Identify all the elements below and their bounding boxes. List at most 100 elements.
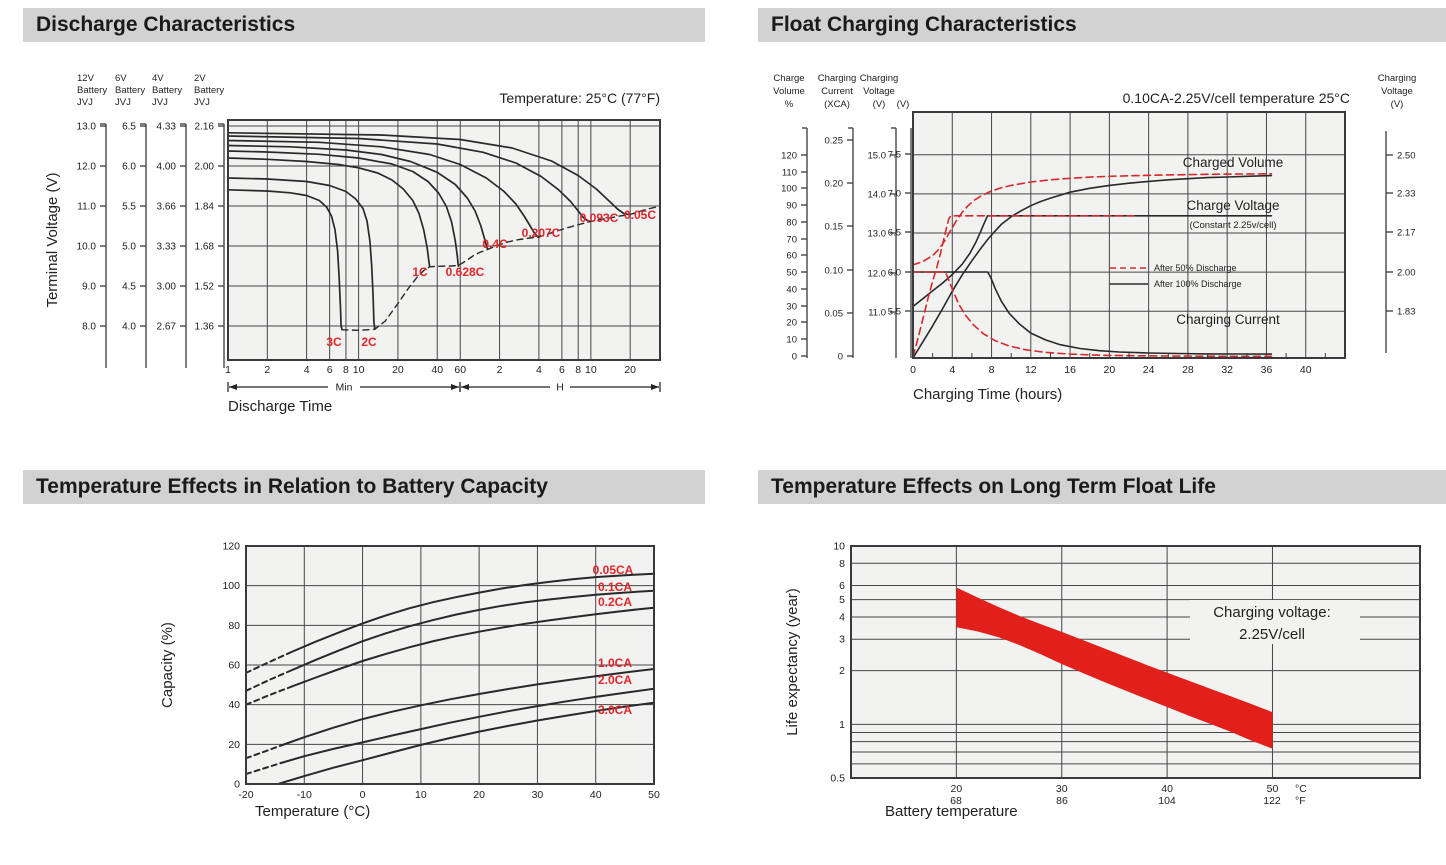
svg-text:9.0: 9.0 (82, 282, 96, 293)
legend-50: After 50% Discharge (1154, 263, 1237, 273)
svg-text:60: 60 (228, 660, 240, 672)
svg-text:80: 80 (228, 620, 240, 632)
svg-text:10: 10 (353, 364, 365, 376)
x-axis-title: Discharge Time (228, 398, 332, 415)
svg-text:Voltage: Voltage (863, 86, 895, 97)
svg-text:20: 20 (392, 364, 404, 376)
label-charged-volume: Charged Volume (1183, 155, 1284, 170)
annotation-line1: Charging voltage: (1213, 604, 1331, 621)
svg-text:40: 40 (590, 789, 602, 801)
svg-text:20: 20 (951, 783, 963, 795)
svg-text:8: 8 (989, 364, 995, 376)
svg-text:%: % (785, 99, 794, 110)
svg-text:12V: 12V (77, 73, 95, 84)
x-axis-title: Battery temperature (885, 803, 1018, 820)
svg-text:40: 40 (1300, 364, 1312, 376)
series-2.0CA (280, 687, 655, 764)
svg-text:1.52: 1.52 (195, 282, 215, 293)
svg-text:40: 40 (228, 699, 240, 711)
svg-text:JVJ: JVJ (77, 97, 93, 108)
svg-text:Min: Min (336, 382, 353, 394)
svg-text:0: 0 (234, 779, 240, 791)
series-2.0CA-dashed (245, 762, 282, 776)
svg-text:30: 30 (1056, 783, 1068, 795)
span-arrow-H: H (459, 382, 661, 394)
unit-fahrenheit: °F (1295, 795, 1306, 807)
axis-col-charging-current: 0 0.05 0.10 0.15 0.20 0.25 Charging Current (XCA… (818, 73, 857, 363)
svg-text:(V): (V) (873, 99, 886, 110)
chart-text: 104 (1158, 795, 1176, 807)
unit-celsius: °C (1295, 783, 1307, 795)
plot-border (227, 119, 661, 361)
svg-text:4: 4 (536, 364, 542, 376)
svg-text:4.33: 4.33 (157, 122, 177, 133)
series-3.0CA (277, 701, 655, 785)
svg-text:6: 6 (839, 580, 845, 592)
svg-text:14.0: 14.0 (868, 190, 887, 201)
svg-text:0: 0 (360, 789, 366, 801)
series-end-of-discharge (341, 205, 660, 331)
svg-text:8: 8 (343, 364, 349, 376)
svg-text:2.16: 2.16 (195, 122, 215, 133)
svg-text:60: 60 (786, 251, 797, 262)
y-axis-title: Terminal Voltage (V) (44, 172, 61, 307)
svg-text:12.0: 12.0 (77, 162, 97, 173)
svg-text:6.5: 6.5 (888, 228, 901, 239)
chart-temp-capacity: -20 -10 0 10 20 30 40 50 0 20 40 60 80 100 120 Capacity… (159, 541, 660, 821)
condition-note: Temperature: 25°C (77°F) (499, 90, 660, 106)
series-0.05CA (291, 572, 655, 653)
svg-text:36: 36 (1261, 364, 1273, 376)
svg-text:2.00: 2.00 (1397, 268, 1416, 279)
section-title-temp-capacity: Temperature Effects in Relation to Batte… (23, 470, 705, 504)
svg-text:2.33: 2.33 (1397, 189, 1416, 200)
svg-text:1.68: 1.68 (195, 242, 215, 253)
svg-text:JVJ: JVJ (152, 97, 168, 108)
axis-col-charge-volume: 0 10 20 30 40 50 60 70 80 90 100 110 120 Charge Volume… (773, 73, 808, 363)
chart-text: 0.2CA (598, 595, 632, 609)
svg-text:(V): (V) (1391, 99, 1404, 110)
svg-text:2: 2 (497, 364, 503, 376)
svg-text:100: 100 (781, 184, 797, 195)
svg-text:(XCA): (XCA) (824, 99, 850, 110)
svg-text:1: 1 (225, 364, 231, 376)
svg-text:10: 10 (585, 364, 597, 376)
svg-text:Charging: Charging (1378, 73, 1417, 84)
series-0.1CA (291, 589, 655, 671)
svg-text:4.0: 4.0 (122, 322, 136, 333)
svg-text:2.50: 2.50 (1397, 151, 1416, 162)
svg-text:11.0: 11.0 (868, 308, 886, 319)
axis-col-charging-voltage: 11.0 12.0 13.0 14.0 15.0 Charging Voltage (V) (860, 73, 898, 358)
chart-text: 122 (1263, 795, 1281, 807)
svg-text:0.15: 0.15 (825, 222, 844, 233)
svg-text:3.33: 3.33 (157, 242, 177, 253)
svg-text:4.5: 4.5 (122, 282, 136, 293)
svg-text:Voltage: Voltage (1381, 86, 1413, 97)
svg-text:10: 10 (786, 335, 797, 346)
plot-border (245, 545, 655, 785)
svg-text:20: 20 (624, 364, 636, 376)
chart-text: 0.4C (482, 237, 508, 251)
chart-text: 1C (412, 265, 428, 279)
y-axis-title: Life expectancy (year) (784, 588, 801, 736)
section-title-discharge: Discharge Characteristics (23, 8, 705, 42)
svg-text:Volume: Volume (773, 86, 805, 97)
svg-text:0.05: 0.05 (825, 309, 844, 320)
series-2C (227, 177, 376, 330)
svg-text:5.5: 5.5 (888, 307, 901, 318)
svg-text:Battery: Battery (152, 85, 182, 96)
svg-text:4V: 4V (152, 73, 164, 84)
svg-text:30: 30 (532, 789, 544, 801)
svg-text:1: 1 (839, 719, 845, 731)
svg-text:H: H (556, 382, 564, 394)
svg-text:8: 8 (575, 364, 581, 376)
svg-text:Charging: Charging (818, 73, 857, 84)
svg-text:0: 0 (792, 352, 797, 363)
series-charge-voltage-50 (912, 215, 1135, 358)
svg-text:6: 6 (327, 364, 333, 376)
chart-discharge: 1 2 4 6 8 10 20 40 60 2 4 6 8 10 2013.012.011.010.09.0… (44, 73, 661, 415)
series-charging-current-100 (912, 271, 1273, 355)
